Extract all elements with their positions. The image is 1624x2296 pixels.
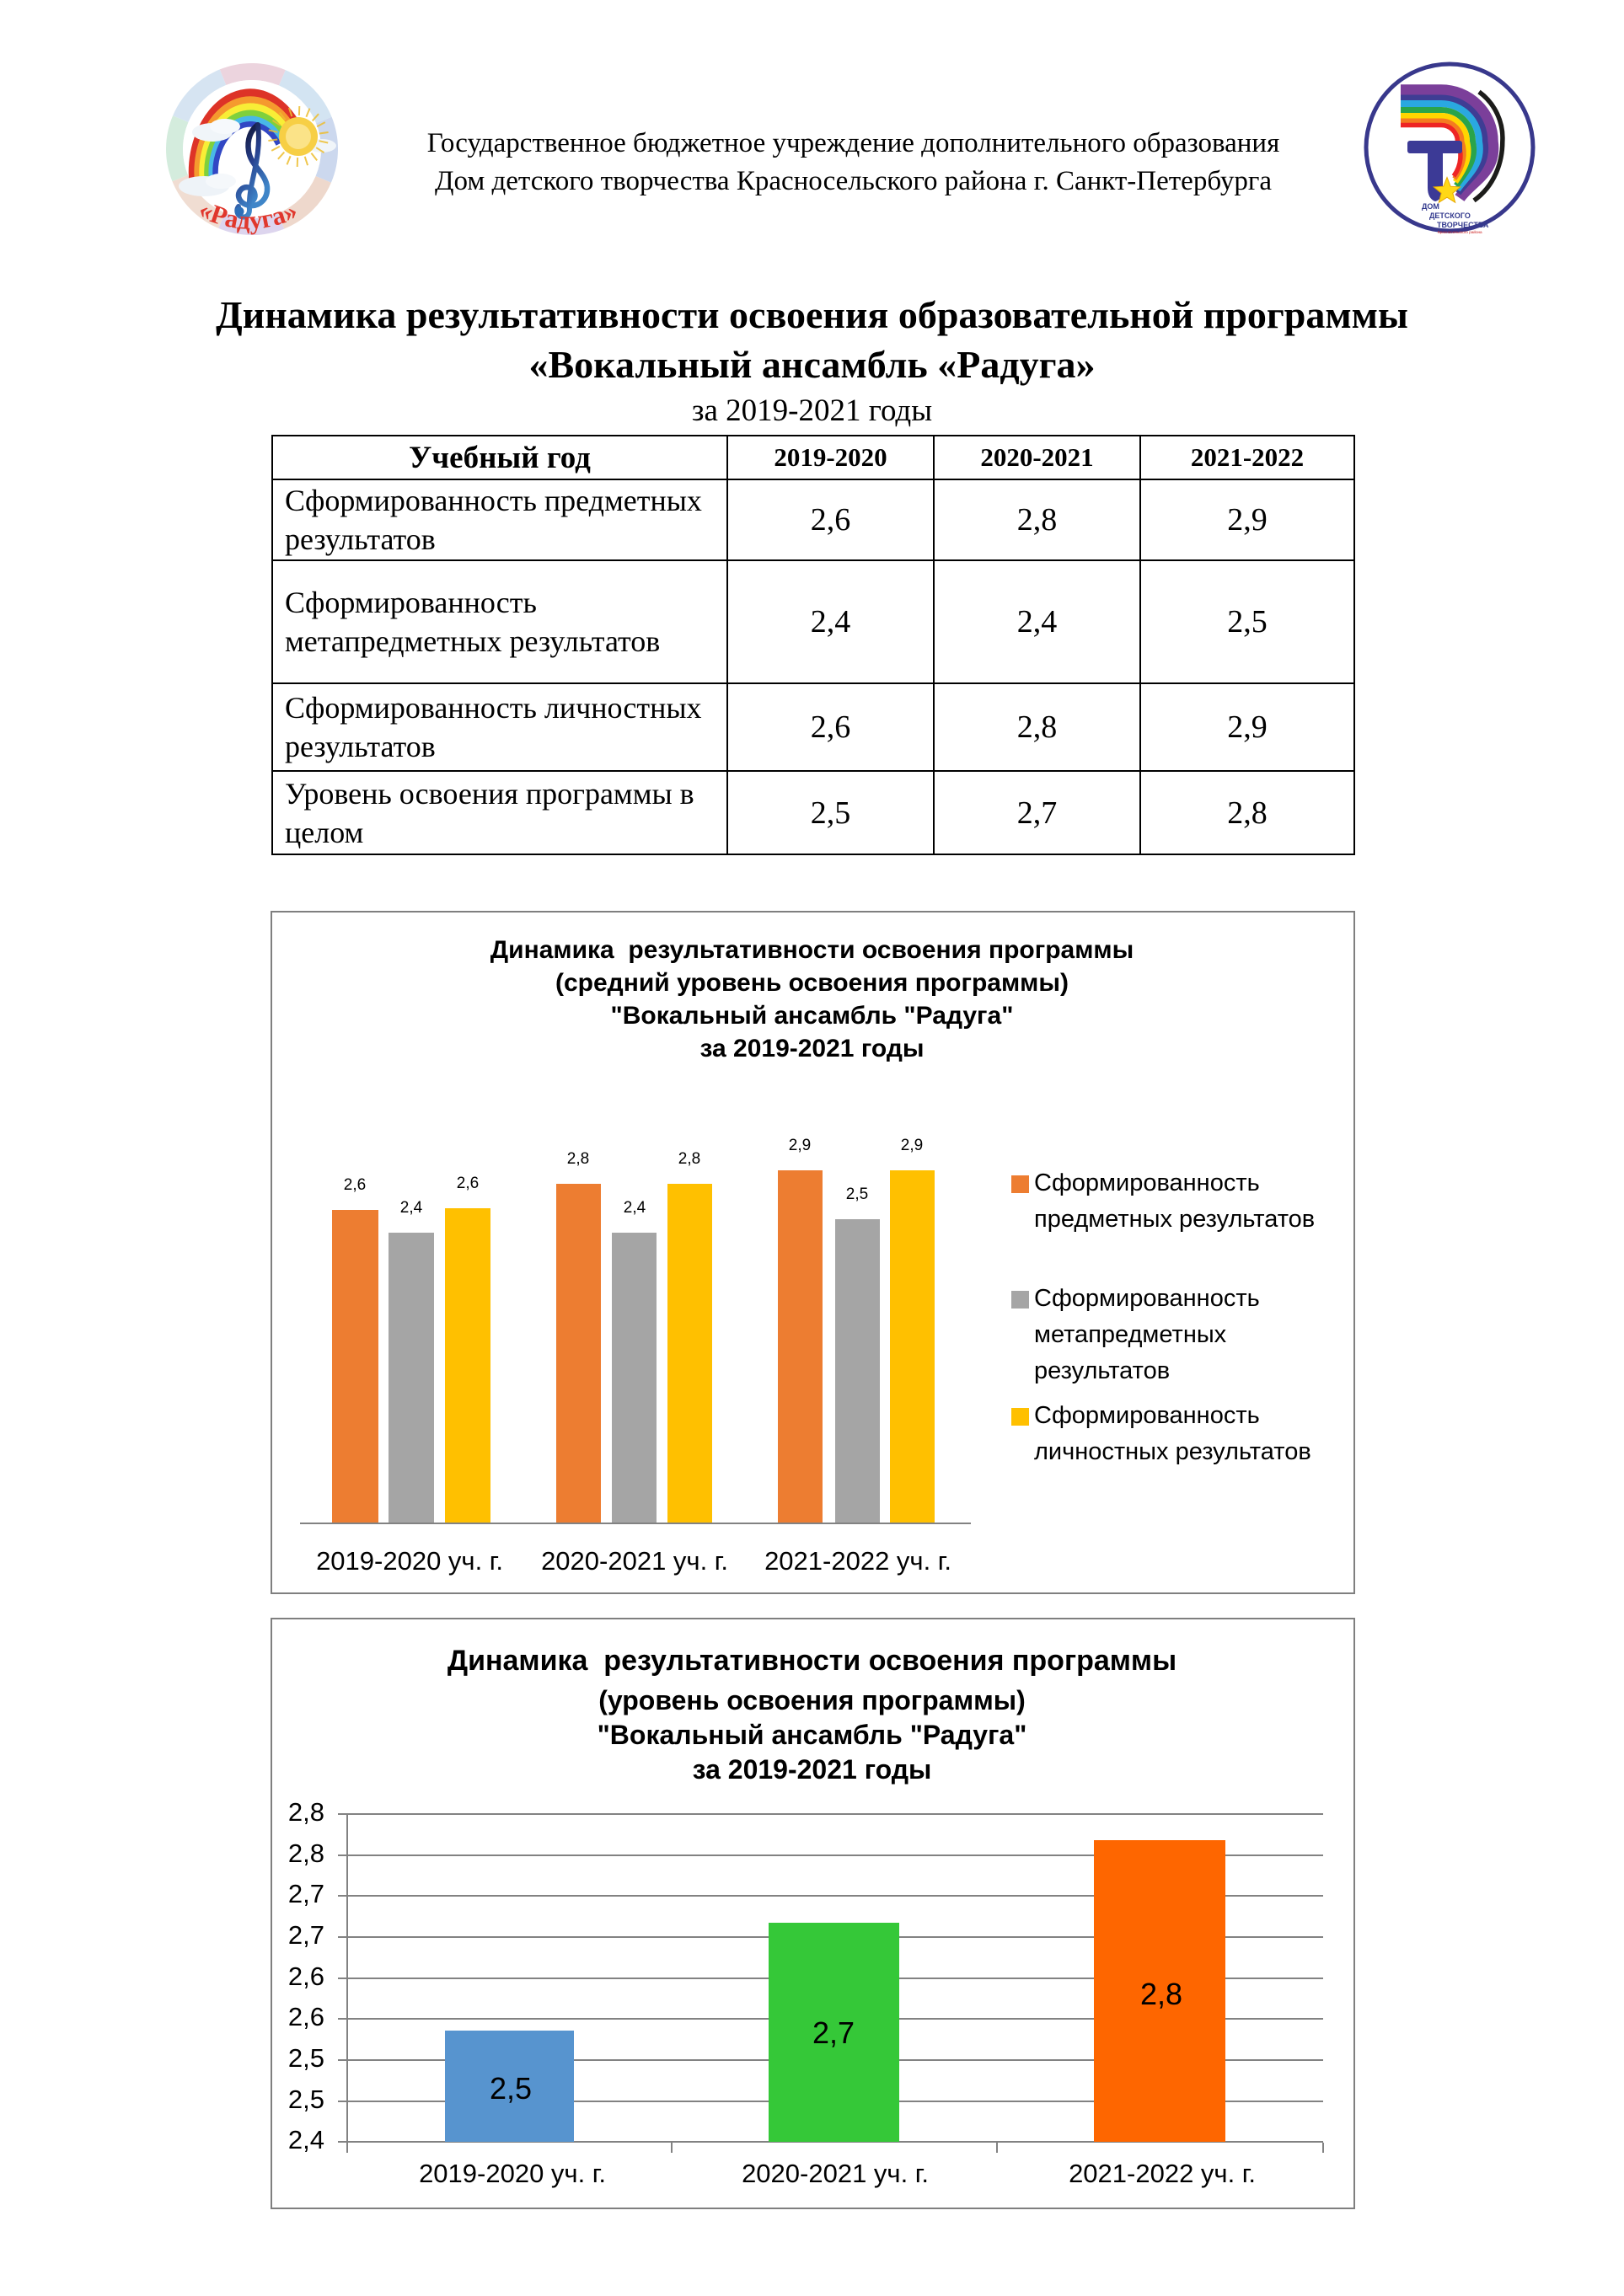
svg-text:ТВОРЧЕСТВА: ТВОРЧЕСТВА (1437, 221, 1489, 229)
svg-text:ДЕТСКОГО: ДЕТСКОГО (1429, 211, 1471, 220)
svg-text:Красносельского района: Красносельского района (1438, 229, 1482, 234)
svg-text:ДОМ: ДОМ (1422, 202, 1439, 211)
